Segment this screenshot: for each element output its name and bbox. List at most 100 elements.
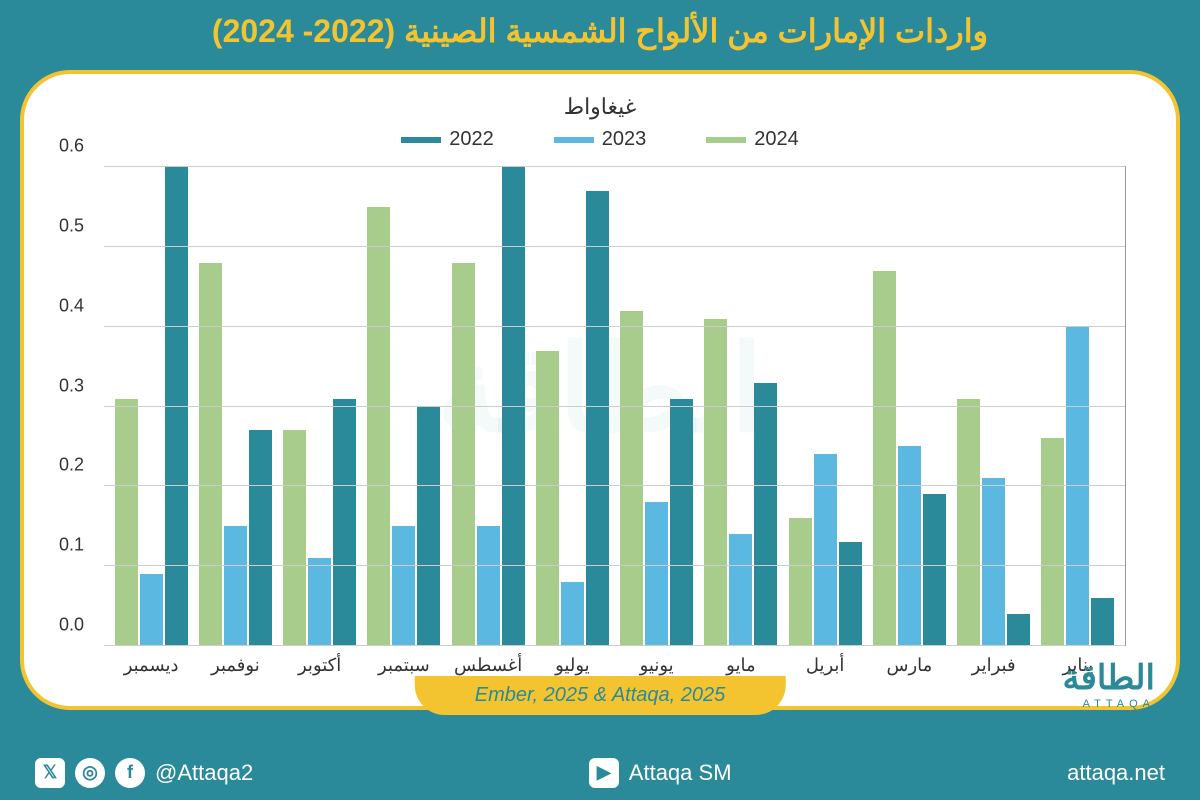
- gridline: [104, 326, 1125, 327]
- chart-unit-label: غيغاواط: [64, 94, 1136, 120]
- bar: [645, 502, 668, 646]
- bar: [199, 263, 222, 646]
- month-group: أبريل: [783, 167, 867, 646]
- bar: [670, 399, 693, 646]
- legend: 2022 2023 2024: [64, 128, 1136, 151]
- bar: [957, 399, 980, 646]
- bar: [536, 351, 559, 646]
- month-group: نوفمبر: [193, 167, 277, 646]
- bar: [982, 478, 1005, 646]
- legend-swatch: [706, 137, 746, 143]
- month-group: سبتمبر: [362, 167, 446, 646]
- footer-right: attaqa.net: [1067, 760, 1165, 786]
- y-axis-label: 0.3: [59, 375, 84, 396]
- gridline: [104, 565, 1125, 566]
- x-axis-label: يوليو: [555, 655, 590, 676]
- gridline: [104, 406, 1125, 407]
- bar: [367, 207, 390, 646]
- youtube-handle: Attaqa SM: [629, 760, 732, 786]
- bar: [140, 574, 163, 646]
- logo: الطاقة ATTAQA: [1062, 658, 1155, 710]
- bar: [477, 526, 500, 646]
- month-group: يوليو: [530, 167, 614, 646]
- x-axis-label: مارس: [886, 655, 932, 676]
- footer-center: ▶ Attaqa SM: [589, 758, 732, 788]
- legend-swatch: [401, 137, 441, 143]
- bar: [115, 399, 138, 646]
- y-axis-label: 0.4: [59, 295, 84, 316]
- legend-item-2023: 2023: [554, 128, 647, 151]
- month-group: أكتوبر: [278, 167, 362, 646]
- bar: [754, 383, 777, 646]
- bar: [789, 518, 812, 646]
- legend-swatch: [554, 137, 594, 143]
- x-axis-label: نوفمبر: [211, 655, 260, 676]
- legend-item-2022: 2022: [401, 128, 494, 151]
- bar: [814, 454, 837, 646]
- x-axis-label: أكتوبر: [298, 655, 341, 676]
- bar: [586, 191, 609, 646]
- y-axis-label: 0.2: [59, 455, 84, 476]
- gridline: [104, 246, 1125, 247]
- x-axis-label: فبراير: [972, 655, 1016, 676]
- gridline: [104, 485, 1125, 486]
- bar: [898, 446, 921, 646]
- bar: [873, 271, 896, 646]
- social-handle: @Attaqa2: [155, 760, 253, 786]
- footer-left: 𝕏 ◎ f @Attaqa2: [35, 758, 253, 788]
- logo-text: الطاقة: [1062, 658, 1155, 698]
- y-axis-label: 0.0: [59, 615, 84, 636]
- month-group: ديسمبر: [109, 167, 193, 646]
- website-url: attaqa.net: [1067, 760, 1165, 786]
- bar: [165, 167, 188, 646]
- bar: [452, 263, 475, 646]
- month-group: يناير: [1036, 167, 1120, 646]
- page-title: واردات الإمارات من الألواح الشمسية الصين…: [0, 12, 1200, 50]
- x-axis-label: أبريل: [806, 655, 845, 676]
- source-banner: Ember, 2025 & Attaqa, 2025: [415, 676, 786, 715]
- legend-item-2024: 2024: [706, 128, 799, 151]
- y-axis-label: 0.6: [59, 136, 84, 157]
- y-axis-label: 0.5: [59, 215, 84, 236]
- x-axis-label: أغسطس: [454, 655, 522, 676]
- bar: [308, 558, 331, 646]
- bar: [729, 534, 752, 646]
- instagram-icon[interactable]: ◎: [75, 758, 105, 788]
- logo-subtext: ATTAQA: [1062, 698, 1155, 710]
- x-icon[interactable]: 𝕏: [35, 758, 65, 788]
- bar: [1041, 438, 1064, 646]
- gridline: [104, 166, 1125, 167]
- bar: [1007, 614, 1030, 646]
- gridline: [104, 645, 1125, 646]
- bar: [704, 319, 727, 646]
- month-group: يونيو: [615, 167, 699, 646]
- x-axis-label: ديسمبر: [124, 655, 179, 676]
- bar: [417, 407, 440, 647]
- month-group: فبراير: [952, 167, 1036, 646]
- bar: [620, 311, 643, 646]
- bar: [333, 399, 356, 646]
- bar: [502, 167, 525, 646]
- header: واردات الإمارات من الألواح الشمسية الصين…: [0, 0, 1200, 62]
- youtube-icon[interactable]: ▶: [589, 758, 619, 788]
- facebook-icon[interactable]: f: [115, 758, 145, 788]
- chart-panel: الطاقة غيغاواط 2022 2023 2024 ينايرفبراي…: [20, 70, 1180, 710]
- month-group: أغسطس: [446, 167, 530, 646]
- bar: [249, 430, 272, 646]
- bar: [224, 526, 247, 646]
- x-axis-label: سبتمبر: [378, 655, 430, 676]
- x-axis-label: يونيو: [640, 655, 674, 676]
- footer: 𝕏 ◎ f @Attaqa2 ▶ Attaqa SM attaqa.net: [0, 745, 1200, 800]
- bar: [1091, 598, 1114, 646]
- bar: [839, 542, 862, 646]
- bar: [392, 526, 415, 646]
- month-group: مارس: [867, 167, 951, 646]
- bar: [923, 494, 946, 646]
- bar: [561, 582, 584, 646]
- month-group: مايو: [699, 167, 783, 646]
- bars-container: ينايرفبرايرمارسأبريلمايويونيويوليوأغسطسس…: [104, 167, 1125, 646]
- bar: [283, 430, 306, 646]
- x-axis-label: مايو: [726, 655, 755, 676]
- y-axis-label: 0.1: [59, 535, 84, 556]
- plot-area: ينايرفبرايرمارسأبريلمايويونيويوليوأغسطسس…: [104, 166, 1126, 646]
